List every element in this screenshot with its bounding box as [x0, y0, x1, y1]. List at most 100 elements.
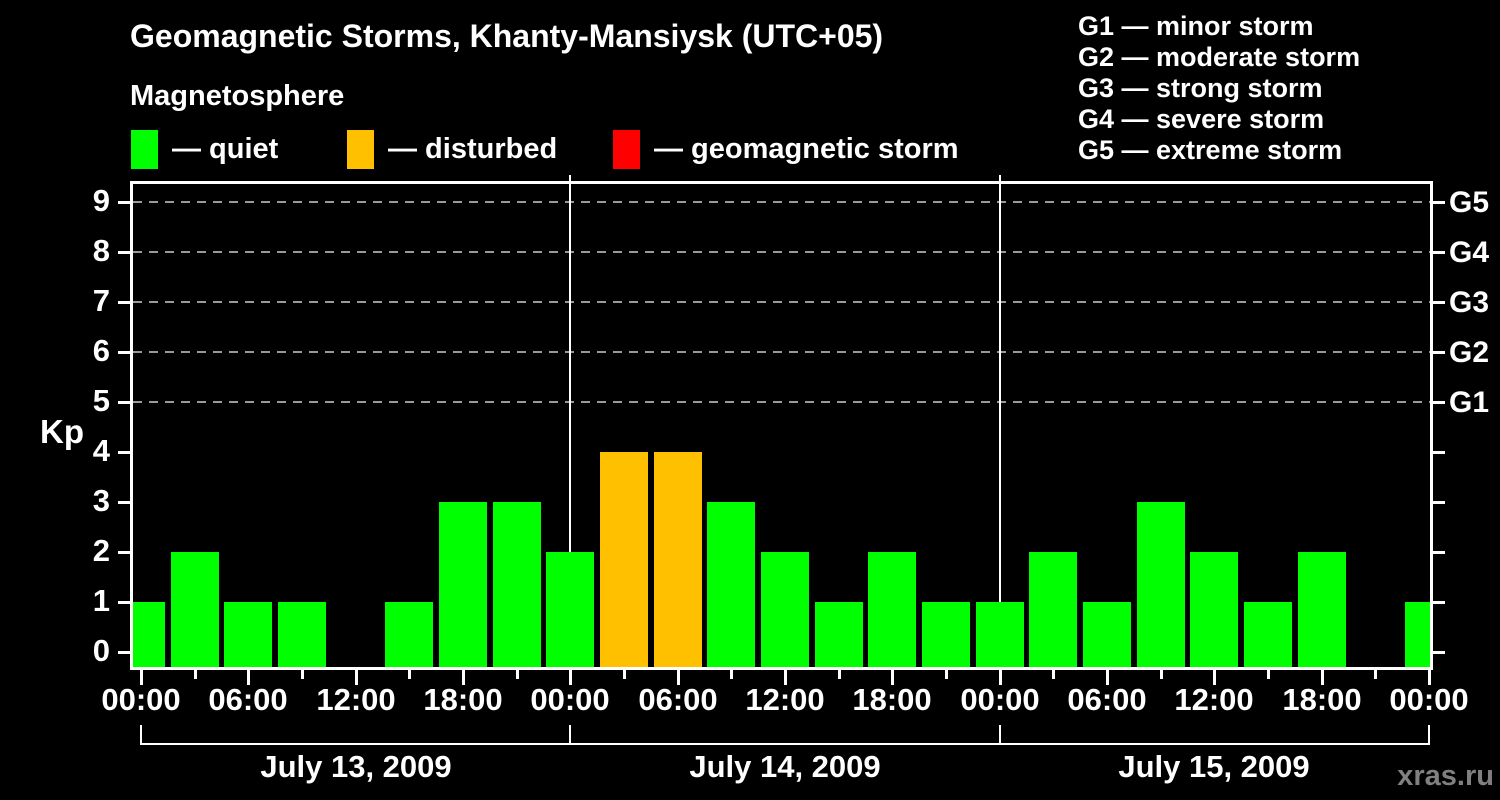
y-axis-tick: [118, 601, 130, 604]
kp-bar: [815, 602, 863, 667]
kp-bar: [600, 452, 648, 667]
x-axis-tick: [1321, 670, 1324, 685]
right-axis-tick: [1433, 501, 1445, 504]
gridline: [133, 201, 1430, 203]
gridline: [133, 351, 1430, 353]
watermark: xras.ru: [1397, 760, 1494, 792]
kp-bar: [654, 452, 702, 667]
x-axis-tick: [838, 670, 841, 679]
kp-axis-title: Kp: [40, 413, 84, 450]
y-axis-label: 8: [92, 233, 110, 268]
g-scale-label: G1: [1449, 386, 1490, 419]
x-axis-tick: [945, 670, 948, 679]
kp-bar: [171, 552, 219, 667]
x-axis-label: 00:00: [530, 682, 610, 717]
x-axis-tick: [194, 670, 197, 679]
day-label: July 14, 2009: [689, 749, 881, 784]
storm-scale-legend: G1 — minor storm G2 — moderate storm G3 — …: [1078, 11, 1360, 166]
x-axis-tick: [462, 670, 465, 685]
y-axis-tick: [118, 201, 130, 204]
kp-bar: [707, 502, 755, 667]
day-label: July 13, 2009: [260, 749, 452, 784]
x-axis-tick: [1160, 670, 1163, 679]
legend-item: — quiet: [131, 130, 278, 169]
kp-bar: [224, 602, 272, 667]
day-separator-line: [569, 184, 571, 667]
storm-scale-item: G4 — severe storm: [1078, 104, 1325, 134]
y-axis-label: 7: [92, 283, 110, 318]
kp-bar: [976, 602, 1024, 667]
right-axis-tick: [1433, 601, 1445, 604]
x-axis-tick: [355, 670, 358, 685]
y-axis-label: 4: [92, 433, 110, 468]
legend-item: — disturbed: [347, 130, 557, 169]
x-axis-label: 00:00: [101, 682, 181, 717]
y-axis-tick: [118, 651, 130, 654]
legend-swatch: [131, 130, 158, 169]
x-axis-tick: [569, 670, 572, 685]
x-axis-tick: [1106, 670, 1109, 685]
x-axis-tick: [1213, 670, 1216, 685]
kp-bar: [1029, 552, 1077, 667]
kp-bar: [439, 502, 487, 667]
day-bracket-line: [140, 743, 1430, 745]
x-axis-tick: [891, 670, 894, 685]
x-axis-tick: [408, 670, 411, 679]
x-axis-tick: [999, 670, 1002, 685]
top-day-tick: [569, 175, 571, 181]
kp-bar: [1405, 602, 1430, 667]
right-axis-tick: [1433, 251, 1445, 254]
x-axis-label: 18:00: [423, 682, 503, 717]
legend-label: — disturbed: [388, 133, 558, 165]
x-axis-label: 18:00: [1282, 682, 1362, 717]
x-axis-label: 00:00: [960, 682, 1040, 717]
kp-bar: [493, 502, 541, 667]
x-axis-tick: [1374, 670, 1377, 679]
y-axis-label: 1: [92, 583, 110, 618]
x-axis-label: 00:00: [1389, 682, 1469, 717]
kp-bar: [278, 602, 326, 667]
storm-scale-item: G5 — extreme storm: [1078, 135, 1343, 165]
day-bracket-tick: [999, 725, 1001, 745]
storm-scale-item: G1 — minor storm: [1078, 11, 1314, 41]
plot-area: 0 1 2 3 4 5 G1 6 G2 7 G3 8 G4 9 G5 00:00 06:00 12:00 18:00…: [93, 175, 1489, 784]
kp-bar: [761, 552, 809, 667]
kp-bar: [1298, 552, 1346, 667]
g-scale-label: G4: [1449, 236, 1490, 269]
y-axis-tick: [118, 251, 130, 254]
legend-item: — geomagnetic storm: [613, 130, 959, 169]
x-axis-tick: [1267, 670, 1270, 679]
g-scale-label: G2: [1449, 336, 1490, 369]
x-axis-tick: [730, 670, 733, 679]
x-axis-tick: [301, 670, 304, 679]
legend-swatch: [613, 130, 640, 169]
right-axis-tick: [1433, 551, 1445, 554]
kp-bar: [1244, 602, 1292, 667]
right-axis-tick: [1433, 351, 1445, 354]
y-axis-tick: [118, 401, 130, 404]
x-axis-label: 06:00: [208, 682, 288, 717]
y-axis-tick: [118, 451, 130, 454]
y-axis-label: 0: [92, 633, 110, 668]
y-axis-label: 3: [92, 483, 110, 518]
day-bracket-tick: [569, 725, 571, 745]
g-scale-label: G3: [1449, 286, 1490, 319]
storm-scale-item: G3 — strong storm: [1078, 73, 1323, 103]
x-axis-label: 18:00: [852, 682, 932, 717]
kp-bar: [868, 552, 916, 667]
legend-label: — geomagnetic storm: [654, 133, 959, 165]
right-axis-tick: [1433, 301, 1445, 304]
x-axis-tick: [677, 670, 680, 685]
y-axis-tick: [118, 551, 130, 554]
kp-bar: [922, 602, 970, 667]
kp-bar: [133, 602, 165, 667]
x-axis-tick: [247, 670, 250, 685]
g-scale-label: G5: [1449, 186, 1490, 219]
y-axis-tick: [118, 501, 130, 504]
x-axis-tick: [1428, 670, 1431, 685]
y-axis-label: 2: [92, 533, 110, 568]
y-axis-label: 5: [92, 383, 110, 418]
x-axis-label: 06:00: [638, 682, 718, 717]
storm-scale-item: G2 — moderate storm: [1078, 42, 1361, 72]
legend-swatch: [347, 130, 374, 169]
